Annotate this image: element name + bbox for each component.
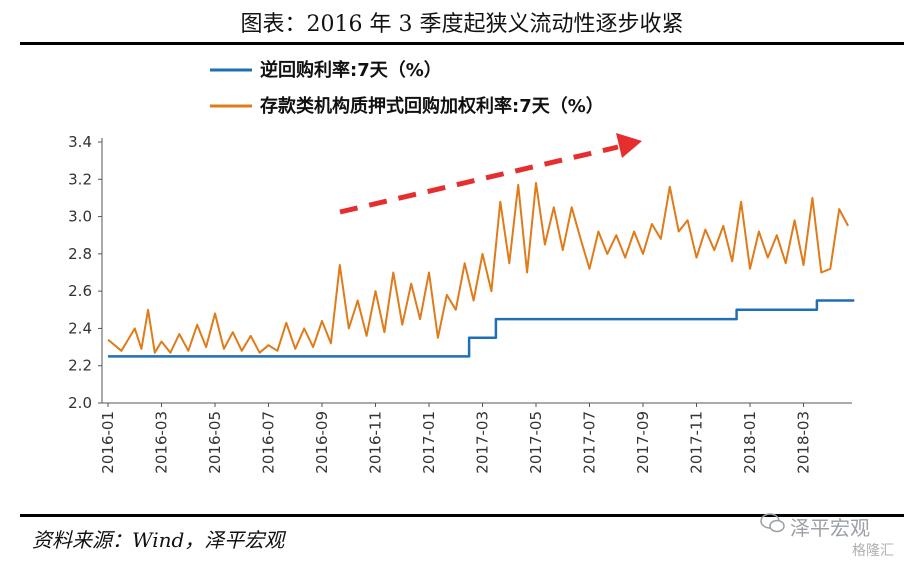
watermark-logo-text: 格隆汇 <box>852 543 894 559</box>
x-tick-label: 2017-03 <box>474 411 492 474</box>
y-tick-label: 2.4 <box>68 319 92 337</box>
x-tick-label: 2016-05 <box>206 411 224 474</box>
line-chart: 2.0 2.2 2.4 2.6 2.8 3.0 3.2 3.4 2016-01 2016-03 20… <box>68 59 855 474</box>
y-tick-label: 2.2 <box>68 357 92 375</box>
x-tick-label: 2016-07 <box>260 411 278 474</box>
legend-label: 逆回购利率:7天（%） <box>260 59 442 81</box>
x-tick-label: 2017-11 <box>688 411 706 474</box>
x-tick-label: 2018-01 <box>741 411 759 474</box>
source-note: 资料来源：Wind，泽平宏观 <box>32 528 285 552</box>
y-tick-label: 3.4 <box>68 133 92 151</box>
series-line-2 <box>107 182 849 354</box>
series-lines <box>107 182 855 358</box>
legend-label: 存款类机构质押式回购加权利率:7天（%） <box>260 95 604 117</box>
x-tick-label: 2017-09 <box>634 411 652 474</box>
x-tick-label: 2016-03 <box>153 411 171 474</box>
bottom-rule <box>20 514 904 517</box>
annotation <box>339 133 642 215</box>
x-tick-label: 2017-07 <box>581 411 599 474</box>
axes: 2.0 2.2 2.4 2.6 2.8 3.0 3.2 3.4 2016-01 2016-03 20… <box>68 133 852 474</box>
wechat-icon <box>760 513 785 533</box>
top-rule <box>20 42 904 45</box>
y-tick-label: 3.2 <box>68 170 92 188</box>
x-tick-label: 2016-11 <box>367 411 385 474</box>
watermark-text: 泽平宏观 <box>790 516 870 540</box>
x-tick-label: 2017-01 <box>420 411 438 474</box>
x-tick-label: 2016-01 <box>99 411 117 474</box>
trend-arrow-shaft <box>339 144 619 215</box>
legend: 逆回购利率:7天（%） 存款类机构质押式回购加权利率:7天（%） <box>210 59 604 117</box>
y-tick-label: 2.0 <box>68 394 92 412</box>
x-tick-label: 2017-05 <box>527 411 545 474</box>
trend-arrow-head <box>616 133 642 158</box>
chart-title: 图表：2016 年 3 季度起狭义流动性逐步收紧 <box>240 12 684 37</box>
y-tick-label: 2.6 <box>68 282 92 300</box>
x-tick-label: 2016-09 <box>313 411 331 474</box>
x-tick-label: 2018-03 <box>795 411 813 474</box>
series-line-1 <box>108 299 855 358</box>
y-tick-label: 3.0 <box>68 208 92 226</box>
y-tick-label: 2.8 <box>68 245 92 263</box>
